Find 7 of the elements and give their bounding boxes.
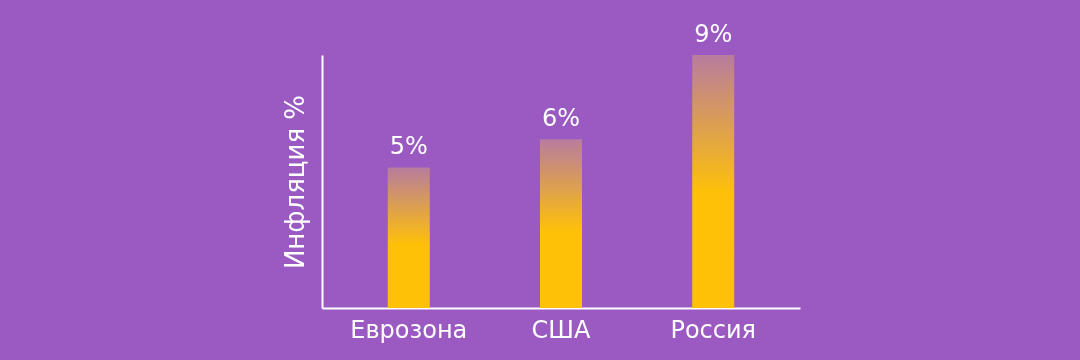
- x-tick-label: Еврозона: [350, 315, 468, 344]
- x-tick-label: Россия: [670, 315, 757, 344]
- x-tick-label: США: [531, 315, 591, 344]
- data-label: 5%: [389, 132, 428, 161]
- data-label: 6%: [541, 104, 581, 133]
- data-label: 9%: [694, 20, 733, 48]
- y-axis-title: Инфляция %: [279, 94, 310, 270]
